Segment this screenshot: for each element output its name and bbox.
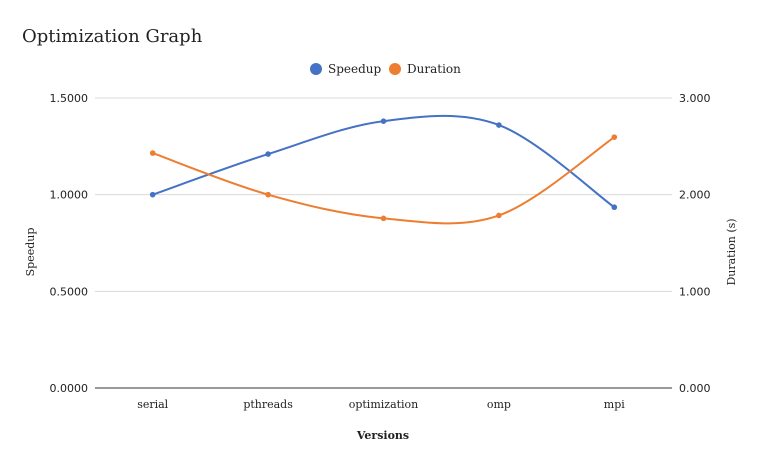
x-tick-label: omp bbox=[487, 398, 511, 411]
gridlines bbox=[95, 97, 672, 389]
x-axis-title: Versions bbox=[356, 429, 409, 442]
data-point-speedup-serial bbox=[149, 191, 156, 198]
chart-title: Optimization Graph bbox=[22, 26, 203, 47]
y-left-tick-labels: 0.0000 0.5000 1.0000 1.5000 bbox=[50, 92, 89, 395]
legend-label-duration: Duration bbox=[407, 62, 461, 76]
data-point-duration-optimization bbox=[380, 215, 387, 222]
y-right-tick-labels: 0.000 1.000 2.000 3.000 bbox=[679, 92, 711, 395]
x-tick-label: serial bbox=[137, 398, 168, 411]
y-left-tick-label: 1.0000 bbox=[50, 189, 89, 202]
y-left-tick-label: 1.5000 bbox=[50, 92, 89, 105]
y-left-axis-title: Speedup bbox=[24, 228, 37, 277]
legend: Speedup Duration bbox=[310, 62, 461, 76]
y-right-axis-title: Duration (s) bbox=[725, 218, 738, 285]
legend-label-speedup: Speedup bbox=[328, 62, 382, 76]
data-point-speedup-mpi bbox=[611, 204, 618, 211]
series-lines bbox=[152, 114, 615, 225]
series-line-duration bbox=[152, 136, 615, 225]
series-line-speedup bbox=[152, 114, 615, 209]
legend-marker-speedup bbox=[310, 63, 322, 75]
y-right-tick-label: 1.000 bbox=[679, 285, 711, 298]
y-left-tick-label: 0.0000 bbox=[50, 382, 89, 395]
legend-marker-duration bbox=[389, 63, 401, 75]
y-right-tick-label: 2.000 bbox=[679, 189, 711, 202]
data-point-speedup-optimization bbox=[380, 118, 387, 124]
series-points bbox=[149, 118, 618, 222]
x-tick-labels: serial pthreads optimization omp mpi bbox=[137, 398, 625, 411]
y-right-tick-label: 0.000 bbox=[679, 382, 711, 395]
x-tick-label: optimization bbox=[349, 398, 419, 411]
data-point-speedup-pthreads bbox=[265, 151, 271, 157]
data-point-speedup-omp bbox=[496, 122, 502, 128]
data-point-duration-mpi bbox=[611, 134, 618, 140]
y-right-tick-label: 3.000 bbox=[679, 92, 711, 105]
x-tick-label: pthreads bbox=[243, 398, 293, 411]
data-point-duration-serial bbox=[149, 150, 156, 156]
y-left-tick-label: 0.5000 bbox=[50, 285, 89, 298]
x-tick-label: mpi bbox=[604, 398, 625, 411]
data-point-duration-omp bbox=[496, 212, 502, 219]
data-point-duration-pthreads bbox=[265, 191, 271, 198]
